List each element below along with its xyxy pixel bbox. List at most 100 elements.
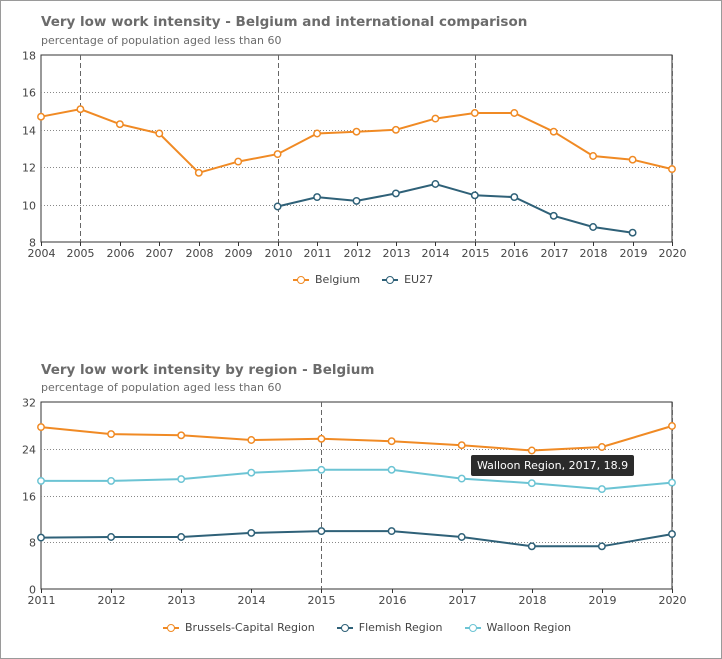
x-tick-label: 2017 <box>449 594 477 607</box>
data-point <box>668 165 676 174</box>
series-line-flemish-region <box>40 530 673 548</box>
data-point <box>247 468 256 477</box>
data-point <box>273 202 282 211</box>
data-point <box>234 157 243 166</box>
legend-swatch-icon <box>336 623 353 633</box>
data-point <box>431 114 440 123</box>
y-tick-label: 16 <box>22 87 36 100</box>
chart-plot[interactable]: 8 10 12 14 16 18 2004 2005 2006 2007 2008 2009 2010 2… <box>0 0 722 300</box>
chart-title: Very low work intensity - Belgium and in… <box>41 14 528 30</box>
data-point <box>668 530 676 539</box>
data-point <box>668 422 676 430</box>
data-point <box>391 189 400 198</box>
data-point <box>247 528 256 537</box>
data-point <box>317 527 326 536</box>
legend-swatch-icon <box>163 623 179 633</box>
data-point <box>527 446 536 455</box>
data-point <box>628 155 637 164</box>
y-tick-label: 18 <box>22 50 36 63</box>
data-point <box>457 441 466 450</box>
x-tick-label: 2011 <box>304 247 332 260</box>
chart-subtitle: percentage of population aged less than … <box>41 34 282 47</box>
data-point <box>527 479 536 488</box>
y-tick-label: 8 <box>29 537 36 550</box>
y-tick-label: 8 <box>29 237 36 250</box>
legend-item-belgium[interactable]: Belgium <box>293 273 360 286</box>
data-point <box>597 485 606 494</box>
legend-item-walloon[interactable]: Walloon Region <box>464 621 571 634</box>
data-point <box>247 436 256 444</box>
data-point <box>352 127 361 136</box>
data-point <box>470 191 479 200</box>
data-point <box>37 476 45 485</box>
x-tick-label: 2005 <box>67 247 95 260</box>
data-point <box>107 430 116 439</box>
legend-item-brussels[interactable]: Brussels-Capital Region <box>163 621 315 634</box>
chart-tooltip: Walloon Region, 2017, 18.9 <box>471 455 635 476</box>
chart-legend: Brussels-Capital Region Flemish Region W… <box>163 621 571 634</box>
legend-item-eu27[interactable]: EU27 <box>382 273 433 286</box>
legend-swatch-icon <box>382 275 399 285</box>
x-tick-label: 2006 <box>107 247 135 260</box>
x-tick-label: 2015 <box>462 247 490 260</box>
data-point <box>37 533 45 542</box>
legend-label: Brussels-Capital Region <box>185 621 315 634</box>
x-tick-label: 2016 <box>501 247 529 260</box>
data-point <box>37 423 45 432</box>
y-tick-label: 32 <box>22 397 36 410</box>
y-tick-label: 24 <box>22 444 36 457</box>
data-point <box>391 125 400 134</box>
x-tick-label: 2020 <box>659 247 687 260</box>
data-point <box>107 533 116 541</box>
legend-label: EU27 <box>404 273 434 286</box>
data-point <box>155 129 164 138</box>
x-tick-label: 2004 <box>28 247 56 260</box>
x-tick-label: 2012 <box>98 594 126 607</box>
data-point <box>470 109 479 117</box>
y-tick-label: 12 <box>22 162 36 175</box>
x-tick-label: 2013 <box>383 247 411 260</box>
data-point <box>589 152 598 160</box>
legend-label: Flemish Region <box>358 621 443 634</box>
data-point <box>387 527 396 536</box>
series-line-eu27 <box>277 182 633 234</box>
data-point <box>115 120 124 129</box>
y-tick-label: 16 <box>22 491 36 504</box>
data-point <box>317 434 326 443</box>
data-point <box>589 223 598 231</box>
legend-label: Belgium <box>315 273 361 286</box>
data-point <box>387 465 396 474</box>
series-line-walloon-region <box>41 468 673 491</box>
data-point <box>107 476 116 485</box>
x-tick-label: 2014 <box>238 594 266 607</box>
data-point <box>597 443 606 451</box>
data-point <box>431 180 440 188</box>
legend-swatch-icon <box>293 275 309 285</box>
x-tick-label: 2012 <box>344 247 372 260</box>
data-point <box>317 465 326 474</box>
data-point <box>628 228 637 237</box>
data-point <box>313 129 322 138</box>
data-point <box>457 533 466 541</box>
chart-legend: Belgium EU27 <box>293 273 433 286</box>
data-point <box>177 475 186 484</box>
x-tick-label: 2013 <box>168 594 196 607</box>
legend-swatch-icon <box>464 623 481 633</box>
plot-border <box>40 54 673 243</box>
x-tick-label: 2014 <box>422 247 450 260</box>
chart-title: Very low work intensity by region - Belg… <box>41 362 375 378</box>
x-tick-label: 2011 <box>28 594 56 607</box>
x-tick-label: 2015 <box>308 594 336 607</box>
data-point <box>177 431 186 440</box>
data-point <box>549 127 558 136</box>
data-point <box>597 542 606 551</box>
legend-item-flemish[interactable]: Flemish Region <box>336 621 443 634</box>
data-point <box>457 474 466 483</box>
x-tick-label: 2007 <box>146 247 174 260</box>
y-tick-label: 10 <box>22 200 36 213</box>
data-point <box>510 109 519 117</box>
plot-border <box>40 401 673 590</box>
x-tick-label: 2019 <box>620 247 648 260</box>
x-tick-label: 2017 <box>541 247 569 260</box>
